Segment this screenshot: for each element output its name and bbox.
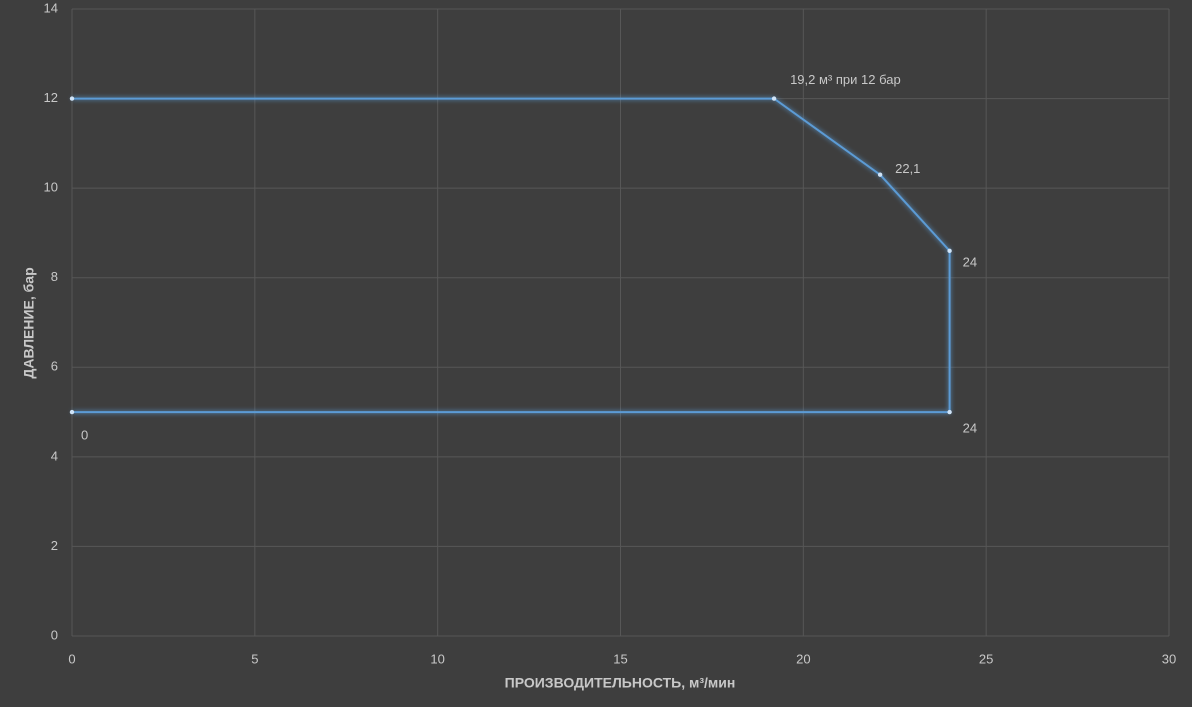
y-axis-title: ДАВЛЕНИЕ, бар bbox=[21, 267, 37, 378]
x-tick-label: 15 bbox=[613, 651, 627, 666]
x-axis-title: ПРОИЗВОДИТЕЛЬНОСТЬ, м³/мин bbox=[505, 675, 736, 691]
data-point bbox=[69, 409, 75, 415]
y-tick-label: 0 bbox=[51, 627, 58, 642]
data-point bbox=[947, 248, 952, 254]
x-tick-label: 20 bbox=[796, 651, 810, 666]
y-tick-label: 10 bbox=[44, 180, 58, 195]
y-tick-label: 14 bbox=[44, 0, 58, 15]
data-point bbox=[877, 172, 883, 177]
data-point bbox=[69, 96, 75, 101]
data-point bbox=[947, 409, 952, 415]
x-tick-label: 30 bbox=[1162, 651, 1176, 666]
series-line bbox=[72, 97, 951, 414]
data-label: 19,2 м³ при 12 бар bbox=[790, 72, 901, 87]
y-tick-label: 6 bbox=[51, 359, 58, 374]
x-tick-label: 5 bbox=[251, 651, 258, 666]
data-label: 0 bbox=[81, 428, 88, 443]
x-tick-label: 10 bbox=[430, 651, 444, 666]
data-label: 22,1 bbox=[895, 161, 920, 176]
y-tick-label: 4 bbox=[51, 448, 58, 463]
y-tick-label: 8 bbox=[51, 269, 58, 284]
data-label: 24 bbox=[963, 421, 977, 436]
data-point bbox=[771, 96, 777, 101]
x-tick-label: 0 bbox=[68, 651, 75, 666]
y-tick-label: 2 bbox=[51, 538, 58, 553]
data-label: 24 bbox=[963, 254, 977, 269]
y-tick-label: 12 bbox=[44, 90, 58, 105]
x-tick-label: 25 bbox=[979, 651, 993, 666]
